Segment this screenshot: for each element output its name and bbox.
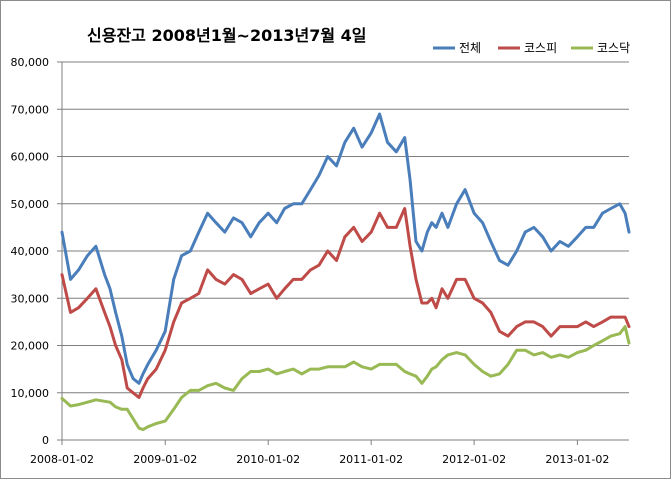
y-tick-label-2: 20,000 <box>11 340 50 353</box>
x-tick-label-5: 2013-01-02 <box>545 453 609 466</box>
gridlines <box>62 61 629 394</box>
x-tick-label-4: 2012-01-02 <box>442 453 506 466</box>
y-tick-label-5: 50,000 <box>11 198 50 211</box>
series-line-0 <box>60 112 631 385</box>
x-tick-label-2: 2010-01-02 <box>236 453 300 466</box>
y-tick-label-0: 0 <box>42 434 49 447</box>
y-tick-label-7: 70,000 <box>11 103 50 116</box>
y-tick-label-1: 10,000 <box>11 387 50 400</box>
y-tick-label-4: 40,000 <box>11 245 50 258</box>
series-layer <box>60 112 631 432</box>
legend-label-1: 코스피 <box>524 41 557 55</box>
y-tick-label-6: 60,000 <box>11 151 50 164</box>
x-tick-label-1: 2009-01-02 <box>133 453 197 466</box>
y-tick-label-8: 80,000 <box>11 56 50 69</box>
chart-title: 신용잔고 2008년1월~2013년7월 4일 <box>87 26 367 45</box>
series-line-1 <box>60 207 631 399</box>
y-tick-label-3: 30,000 <box>11 292 50 305</box>
x-tick-label-0: 2008-01-02 <box>30 453 94 466</box>
legend: 전체 코스피 코스닥 <box>433 41 630 55</box>
x-tick-label-3: 2011-01-02 <box>339 453 403 466</box>
y-axis: 0 10,000 20,000 30,000 40,000 50,000 60,000 70,… <box>11 56 63 447</box>
legend-label-0: 전체 <box>459 41 481 55</box>
x-axis: 2008-01-02 2009-01-02 2010-01-02 2011-01-02… <box>30 439 629 466</box>
series-line-2 <box>60 325 631 432</box>
legend-label-2: 코스닥 <box>597 41 630 55</box>
